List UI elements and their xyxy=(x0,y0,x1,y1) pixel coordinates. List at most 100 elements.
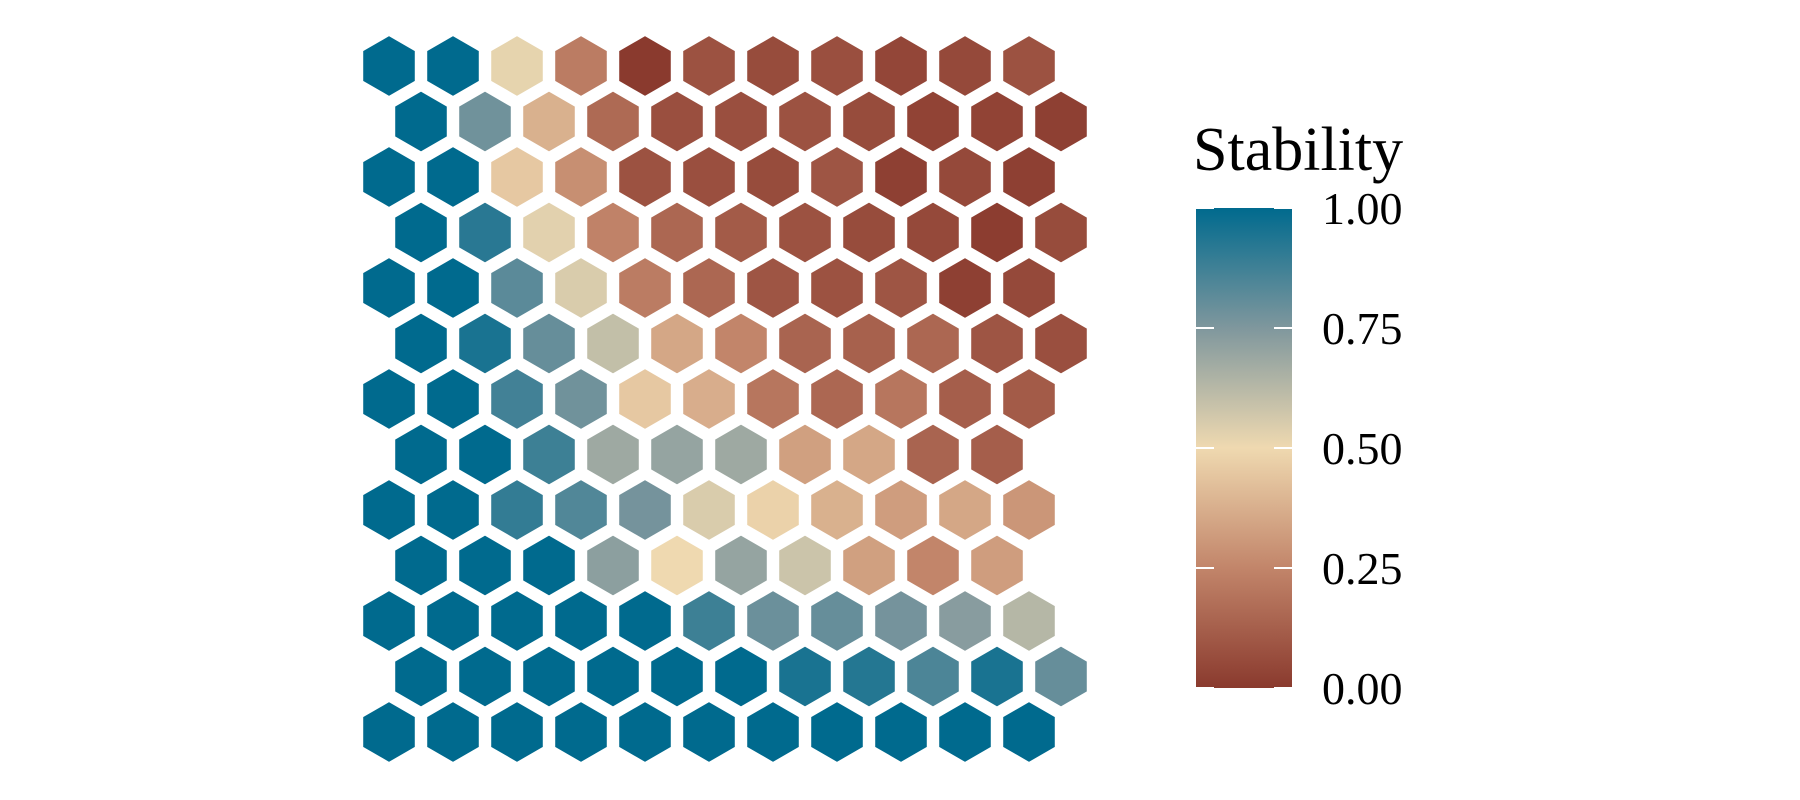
hex-cell xyxy=(424,365,482,433)
hex-cell xyxy=(840,88,898,155)
hex-cell xyxy=(904,532,962,599)
hex-cell xyxy=(808,143,866,211)
hex-cell xyxy=(552,254,610,322)
hex-cell xyxy=(1000,698,1058,766)
hex-cell xyxy=(360,587,418,655)
hex-cell xyxy=(840,310,898,377)
hex-cell xyxy=(360,254,418,322)
hex-cell xyxy=(360,698,418,766)
hex-cell xyxy=(488,143,546,211)
hex-cell xyxy=(552,143,610,211)
hex-cell xyxy=(1000,587,1058,655)
hex-cell xyxy=(552,32,610,100)
hex-cell xyxy=(616,143,674,211)
hex-cell xyxy=(872,32,930,100)
hex-cell xyxy=(968,421,1026,488)
hex-cell xyxy=(840,421,898,488)
hex-cell xyxy=(776,532,834,599)
hex-cell xyxy=(616,698,674,766)
hex-cell xyxy=(744,698,802,766)
hex-cell xyxy=(872,476,930,544)
hex-cell xyxy=(488,476,546,544)
hex-cell xyxy=(904,643,962,710)
legend-tick-label: 0.25 xyxy=(1322,543,1403,594)
hex-cell xyxy=(968,532,1026,599)
hex-cell xyxy=(680,587,738,655)
hex-cell xyxy=(1000,32,1058,100)
hex-cell xyxy=(424,698,482,766)
hex-cell xyxy=(776,310,834,377)
hex-cell xyxy=(808,365,866,433)
hex-cell xyxy=(1000,143,1058,211)
hex-cell xyxy=(424,587,482,655)
hex-cell xyxy=(936,698,994,766)
hex-cell xyxy=(1032,199,1090,266)
hex-cell xyxy=(712,643,770,710)
hex-cell xyxy=(680,254,738,322)
hex-cell xyxy=(968,310,1026,377)
hex-cell xyxy=(904,310,962,377)
hex-cell xyxy=(712,532,770,599)
hex-cell xyxy=(680,698,738,766)
hex-cell xyxy=(744,476,802,544)
hex-cell xyxy=(872,365,930,433)
hex-cell xyxy=(968,199,1026,266)
hex-cell xyxy=(392,643,450,710)
hex-cell xyxy=(712,199,770,266)
hex-cell xyxy=(616,476,674,544)
legend-tick-label: 0.50 xyxy=(1322,423,1403,474)
hex-cell xyxy=(1000,476,1058,544)
hex-cell xyxy=(904,421,962,488)
hex-cell xyxy=(808,476,866,544)
hex-cell xyxy=(840,532,898,599)
hex-cell xyxy=(456,643,514,710)
hex-cell xyxy=(360,365,418,433)
hex-cell xyxy=(424,476,482,544)
hex-cell xyxy=(392,532,450,599)
hex-cell xyxy=(552,698,610,766)
hex-cell xyxy=(648,310,706,377)
hex-cell xyxy=(872,143,930,211)
hex-cell xyxy=(488,587,546,655)
hex-cell xyxy=(808,254,866,322)
hex-cell xyxy=(584,421,642,488)
hex-cell xyxy=(744,365,802,433)
hex-cell xyxy=(648,88,706,155)
hex-cell xyxy=(520,88,578,155)
hex-cell xyxy=(520,310,578,377)
hex-cell xyxy=(744,143,802,211)
hex-cell xyxy=(392,199,450,266)
hex-cell xyxy=(776,199,834,266)
hex-cell xyxy=(488,365,546,433)
hex-cell xyxy=(424,32,482,100)
hex-cell xyxy=(488,254,546,322)
hex-cell xyxy=(392,88,450,155)
hex-cell xyxy=(648,643,706,710)
hex-cell xyxy=(808,698,866,766)
hex-cell xyxy=(616,587,674,655)
legend-tick-label: 0.00 xyxy=(1322,663,1403,714)
hex-cell xyxy=(808,32,866,100)
hex-cell xyxy=(872,587,930,655)
hex-cell xyxy=(552,587,610,655)
hex-cell xyxy=(776,421,834,488)
hex-cell xyxy=(488,32,546,100)
hex-cell xyxy=(680,32,738,100)
hex-cell xyxy=(616,254,674,322)
hex-cell xyxy=(360,476,418,544)
hex-cell xyxy=(456,88,514,155)
hex-cell xyxy=(808,587,866,655)
hex-cell xyxy=(1032,310,1090,377)
hex-cell xyxy=(552,476,610,544)
hex-cell xyxy=(936,587,994,655)
hex-cell xyxy=(968,643,1026,710)
hex-cell xyxy=(840,199,898,266)
hex-cell xyxy=(680,365,738,433)
hex-cell xyxy=(552,365,610,433)
hex-cell xyxy=(456,532,514,599)
hex-cell xyxy=(968,88,1026,155)
hex-cell xyxy=(424,254,482,322)
hex-cell xyxy=(616,32,674,100)
hex-cell xyxy=(360,143,418,211)
